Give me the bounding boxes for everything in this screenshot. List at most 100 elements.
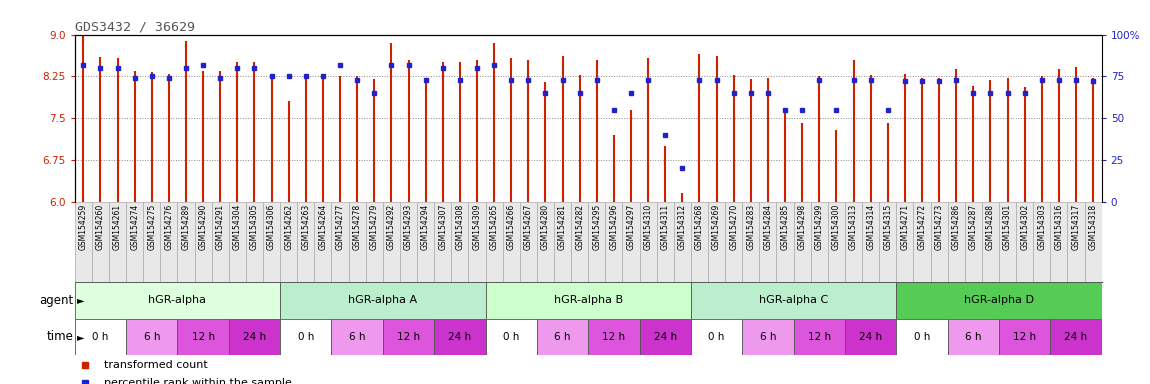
Bar: [1067, 202, 1084, 282]
Bar: [297, 202, 314, 282]
Bar: [793, 202, 811, 282]
Text: 6 h: 6 h: [760, 332, 776, 342]
Bar: [194, 202, 212, 282]
Text: agent: agent: [39, 294, 74, 307]
Text: GSM154305: GSM154305: [250, 204, 259, 250]
Text: GSM154280: GSM154280: [540, 204, 550, 250]
Bar: [896, 202, 913, 282]
Text: time: time: [47, 331, 74, 343]
Text: 6 h: 6 h: [144, 332, 160, 342]
Bar: [896, 282, 1102, 319]
Bar: [930, 202, 948, 282]
Text: GSM154317: GSM154317: [1072, 204, 1081, 250]
Bar: [811, 202, 828, 282]
Text: 24 h: 24 h: [448, 332, 471, 342]
Text: GSM154299: GSM154299: [815, 204, 823, 250]
Text: GSM154273: GSM154273: [935, 204, 944, 250]
Bar: [742, 319, 793, 355]
Text: GSM154277: GSM154277: [336, 204, 345, 250]
Text: ►: ►: [77, 332, 85, 342]
Bar: [92, 202, 109, 282]
Bar: [691, 202, 708, 282]
Bar: [537, 319, 589, 355]
Bar: [776, 202, 793, 282]
Bar: [281, 319, 331, 355]
Text: GSM154312: GSM154312: [677, 204, 687, 250]
Bar: [485, 202, 503, 282]
Bar: [1084, 202, 1102, 282]
Bar: [212, 202, 229, 282]
Bar: [793, 319, 845, 355]
Bar: [314, 202, 331, 282]
Bar: [982, 202, 999, 282]
Text: GSM154278: GSM154278: [353, 204, 361, 250]
Bar: [880, 202, 896, 282]
Bar: [759, 202, 776, 282]
Bar: [657, 202, 674, 282]
Bar: [742, 202, 759, 282]
Text: GSM154284: GSM154284: [764, 204, 773, 250]
Text: transformed count: transformed count: [104, 361, 207, 371]
Bar: [1033, 202, 1050, 282]
Bar: [160, 202, 177, 282]
Text: GSM154301: GSM154301: [1003, 204, 1012, 250]
Bar: [1050, 202, 1067, 282]
Text: GSM154298: GSM154298: [798, 204, 806, 250]
Text: GSM154318: GSM154318: [1089, 204, 1097, 250]
Text: GSM154316: GSM154316: [1055, 204, 1064, 250]
Text: GSM154297: GSM154297: [627, 204, 636, 250]
Bar: [451, 202, 468, 282]
Bar: [503, 202, 520, 282]
Text: 0 h: 0 h: [914, 332, 930, 342]
Text: GSM154276: GSM154276: [164, 204, 174, 250]
Bar: [281, 202, 297, 282]
Text: GSM154294: GSM154294: [421, 204, 430, 250]
Text: GSM154291: GSM154291: [216, 204, 224, 250]
Text: GSM154265: GSM154265: [490, 204, 499, 250]
Text: GSM154289: GSM154289: [182, 204, 191, 250]
Text: GSM154274: GSM154274: [130, 204, 139, 250]
Bar: [417, 202, 435, 282]
Text: GSM154300: GSM154300: [831, 204, 841, 250]
Bar: [896, 319, 948, 355]
Text: GSM154293: GSM154293: [404, 204, 413, 250]
Bar: [639, 319, 691, 355]
Bar: [263, 202, 281, 282]
Text: GSM154296: GSM154296: [610, 204, 619, 250]
Text: GSM154313: GSM154313: [849, 204, 858, 250]
Bar: [622, 202, 639, 282]
Bar: [691, 319, 742, 355]
Text: GSM154269: GSM154269: [712, 204, 721, 250]
Text: GSM154260: GSM154260: [95, 204, 105, 250]
Bar: [468, 202, 485, 282]
Text: GSM154275: GSM154275: [147, 204, 156, 250]
Bar: [366, 202, 383, 282]
Text: GSM154271: GSM154271: [900, 204, 910, 250]
Text: hGR-alpha D: hGR-alpha D: [964, 295, 1034, 306]
Bar: [246, 202, 263, 282]
Text: 12 h: 12 h: [807, 332, 830, 342]
Bar: [109, 202, 126, 282]
Bar: [605, 202, 622, 282]
Bar: [708, 202, 726, 282]
Bar: [75, 319, 126, 355]
Bar: [572, 202, 589, 282]
Text: GSM154259: GSM154259: [79, 204, 87, 250]
Text: hGR-alpha A: hGR-alpha A: [348, 295, 417, 306]
Text: GSM154295: GSM154295: [592, 204, 601, 250]
Text: GSM154285: GSM154285: [781, 204, 790, 250]
Bar: [913, 202, 930, 282]
Text: GSM154303: GSM154303: [1037, 204, 1046, 250]
Text: GSM154309: GSM154309: [473, 204, 482, 250]
Bar: [383, 319, 435, 355]
Text: 24 h: 24 h: [653, 332, 677, 342]
Bar: [691, 282, 896, 319]
Bar: [485, 282, 691, 319]
Text: GSM154311: GSM154311: [661, 204, 669, 250]
Text: 0 h: 0 h: [92, 332, 108, 342]
Bar: [435, 202, 451, 282]
Bar: [75, 282, 281, 319]
Bar: [674, 202, 691, 282]
Bar: [554, 202, 572, 282]
Text: GDS3432 / 36629: GDS3432 / 36629: [75, 20, 194, 33]
